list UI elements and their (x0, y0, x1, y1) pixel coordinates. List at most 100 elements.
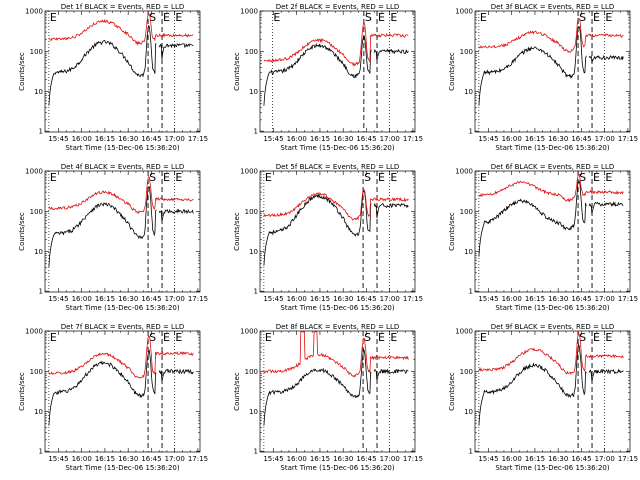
x-tick-label: 17:15 (403, 135, 423, 143)
x-tick-label: 15:45 (263, 135, 283, 143)
y-tick-label: 1 (254, 288, 258, 296)
panel-det-1: Det 1f BLACK = Events, RED = LLD 1 10 100 10… (18, 3, 208, 152)
marker-label-e: E (593, 171, 600, 184)
marker-label-s: S (149, 11, 156, 24)
x-tick-label: 17:00 (380, 455, 400, 463)
marker-label-e: E (50, 11, 57, 24)
x-tick-label: 16:00 (502, 455, 522, 463)
marker-label-e: E (390, 331, 397, 344)
x-tick-label: 16:00 (72, 135, 92, 143)
y-axis-title: Counts/sec (448, 372, 456, 411)
y-axis-title: Counts/sec (448, 52, 456, 91)
marker-label-e: E (175, 331, 182, 344)
y-tick-label: 1 (469, 448, 473, 456)
y-tick-label: 1 (469, 128, 473, 136)
marker-label-e: E (605, 331, 612, 344)
plot-frame (44, 170, 201, 293)
x-tick-label: 17:00 (165, 295, 185, 303)
y-axis-title: Counts/sec (233, 52, 241, 91)
y-tick-label: 1 (39, 128, 43, 136)
y-tick-label: 10 (249, 88, 258, 96)
y-tick-label: 1000 (455, 8, 473, 16)
marker-label-e: E (50, 171, 57, 184)
x-tick-label: 15:45 (48, 295, 68, 303)
marker-label-e: E (480, 331, 487, 344)
y-tick-label: 10 (249, 408, 258, 416)
x-tick-label: 16:30 (548, 455, 568, 463)
y-axis-title: Counts/sec (18, 52, 26, 91)
x-axis-title: Start Time (15-Dec-06 15:36:20) (280, 464, 394, 472)
x-tick-label: 17:15 (403, 455, 423, 463)
y-tick-label: 10 (34, 88, 43, 96)
panel-det-7: Det 7f BLACK = Events, RED = LLD 1 10 100 10… (18, 323, 208, 472)
y-tick-label: 1000 (240, 168, 258, 176)
marker-label-e: E (273, 11, 280, 24)
x-axis-title: Start Time (15-Dec-06 15:36:20) (280, 304, 394, 312)
lld-series-line (263, 22, 409, 67)
marker-label-e: E (50, 331, 57, 344)
marker-label-s: S (365, 11, 372, 24)
x-tick-label: 16:00 (502, 135, 522, 143)
y-axis-title: Counts/sec (18, 372, 26, 411)
y-tick-label: 1000 (240, 328, 258, 336)
events-series-line (478, 26, 624, 106)
panel-title: Det 9f BLACK = Events, RED = LLD (491, 323, 614, 331)
x-tick-label: 17:15 (188, 295, 208, 303)
x-tick-label: 17:15 (618, 135, 638, 143)
plot-frame (474, 170, 631, 293)
y-tick-label: 10 (34, 408, 43, 416)
events-series-line (478, 343, 624, 426)
y-tick-label: 100 (30, 48, 43, 56)
marker-label-e: E (163, 331, 170, 344)
x-axis-title: Start Time (15-Dec-06 15:36:20) (280, 144, 394, 152)
x-axis-title: Start Time (15-Dec-06 15:36:20) (65, 304, 179, 312)
x-tick-label: 15:45 (263, 295, 283, 303)
x-tick-label: 16:15 (525, 295, 545, 303)
marker-label-e: E (175, 11, 182, 24)
y-tick-label: 100 (460, 368, 473, 376)
x-axis-title: Start Time (15-Dec-06 15:36:20) (495, 304, 609, 312)
plot-frame (44, 10, 201, 133)
x-tick-label: 16:45 (571, 455, 591, 463)
y-tick-label: 1 (39, 448, 43, 456)
panel-title: Det 5f BLACK = Events, RED = LLD (276, 163, 399, 171)
panel-title: Det 8f BLACK = Events, RED = LLD (276, 323, 399, 331)
x-tick-label: 16:30 (333, 135, 353, 143)
x-tick-label: 16:15 (95, 295, 115, 303)
marker-label-e: E (163, 11, 170, 24)
panel-title: Det 7f BLACK = Events, RED = LLD (61, 323, 184, 331)
y-tick-label: 1000 (240, 8, 258, 16)
events-series-line (48, 349, 194, 426)
x-tick-label: 17:00 (165, 455, 185, 463)
marker-label-s: S (579, 331, 586, 344)
x-tick-label: 15:45 (263, 455, 283, 463)
x-axis-title: Start Time (15-Dec-06 15:36:20) (495, 464, 609, 472)
lld-series-line (478, 17, 624, 53)
plot-frame (259, 330, 416, 453)
x-tick-label: 17:00 (380, 135, 400, 143)
plot-frame (259, 170, 416, 293)
plot-frame (44, 330, 201, 453)
x-tick-label: 16:45 (141, 135, 161, 143)
x-tick-label: 16:15 (95, 135, 115, 143)
x-tick-label: 15:45 (478, 295, 498, 303)
marker-label-s: S (579, 11, 586, 24)
x-tick-label: 17:00 (595, 455, 615, 463)
y-tick-label: 100 (460, 208, 473, 216)
y-tick-label: 1 (254, 128, 258, 136)
x-tick-label: 16:45 (141, 295, 161, 303)
marker-label-e: E (593, 11, 600, 24)
x-tick-label: 16:00 (72, 295, 92, 303)
y-tick-label: 10 (34, 248, 43, 256)
panel-det-4: Det 4f BLACK = Events, RED = LLD 1 10 100 10… (18, 163, 208, 312)
y-tick-label: 100 (30, 208, 43, 216)
x-axis-title: Start Time (15-Dec-06 15:36:20) (65, 464, 179, 472)
y-tick-label: 100 (245, 368, 258, 376)
x-tick-label: 16:45 (356, 295, 376, 303)
marker-label-s: S (149, 331, 156, 344)
x-tick-label: 16:30 (118, 135, 138, 143)
x-tick-label: 16:30 (118, 295, 138, 303)
x-tick-label: 16:30 (118, 455, 138, 463)
events-series-line (478, 180, 624, 257)
x-tick-label: 15:45 (48, 455, 68, 463)
